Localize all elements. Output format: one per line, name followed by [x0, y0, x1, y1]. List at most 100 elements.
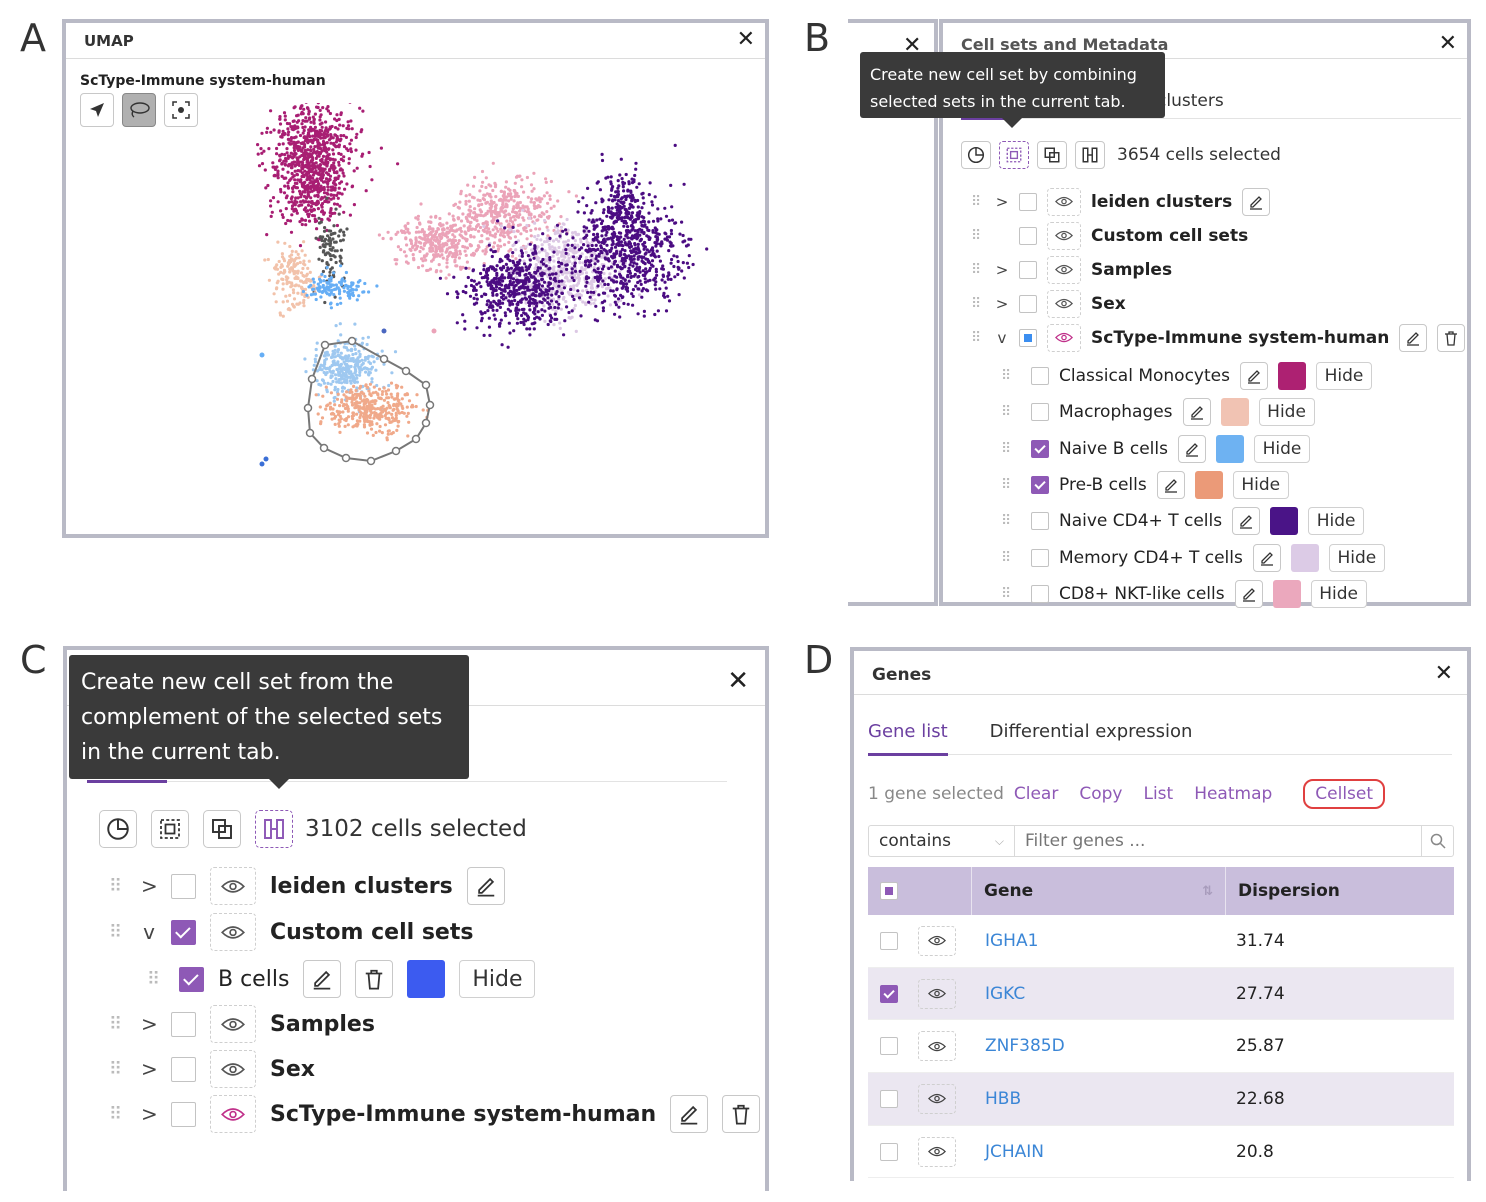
expand-toggle[interactable]: > [141, 1057, 158, 1081]
cellset-checkbox[interactable] [1031, 584, 1049, 603]
rename-button[interactable] [1232, 507, 1261, 536]
cellset-checkbox[interactable] [1031, 439, 1049, 458]
hide-button[interactable]: Hide [1258, 398, 1315, 427]
visibility-toggle[interactable] [918, 925, 956, 956]
visibility-toggle[interactable] [210, 913, 256, 951]
table-row[interactable]: IGKC 27.74 [868, 967, 1454, 1021]
gene-checkbox[interactable] [880, 931, 898, 950]
rename-button[interactable] [670, 1095, 709, 1133]
dispersion-column-header[interactable]: Dispersion [1238, 881, 1340, 901]
tab-gene-list[interactable]: Gene list [868, 721, 948, 742]
cellset-checkbox[interactable] [1031, 548, 1049, 567]
gene-checkbox[interactable] [880, 984, 898, 1003]
recenter-tool[interactable] [164, 93, 198, 127]
tab-differential-expression[interactable]: Differential expression [989, 721, 1193, 742]
rename-button[interactable] [1182, 398, 1211, 427]
drag-handle-icon[interactable]: ⠿ [1001, 368, 1013, 384]
color-swatch[interactable] [1290, 543, 1319, 572]
visibility-toggle[interactable] [1047, 290, 1081, 318]
visibility-toggle[interactable] [918, 1083, 956, 1114]
gene-checkbox[interactable] [880, 1142, 898, 1161]
select-all-checkbox[interactable] [880, 882, 898, 900]
expand-toggle[interactable]: > [141, 1102, 158, 1126]
filter-genes-input[interactable] [1015, 826, 1421, 856]
gene-link[interactable]: IGHA1 [985, 930, 1039, 951]
umap-scatterplot[interactable] [66, 103, 765, 533]
rename-button[interactable] [1399, 324, 1428, 352]
hide-button[interactable]: Hide [459, 960, 536, 998]
visibility-toggle[interactable] [1047, 188, 1081, 216]
cellset-checkbox[interactable] [171, 919, 196, 945]
expand-toggle[interactable]: > [141, 1012, 158, 1036]
close-icon[interactable]: ✕ [1438, 31, 1457, 56]
cellset-checkbox[interactable] [171, 1101, 196, 1127]
cellset-action[interactable]: Cellset [1303, 779, 1386, 809]
table-row[interactable]: IGHA1 31.74 [868, 915, 1454, 968]
drag-handle-icon[interactable]: ⠿ [1001, 476, 1013, 493]
expand-toggle[interactable]: > [995, 261, 1009, 279]
cellset-checkbox[interactable] [1031, 512, 1049, 531]
drag-handle-icon[interactable]: ⠿ [109, 875, 124, 897]
close-icon[interactable]: ✕ [903, 33, 922, 58]
color-swatch[interactable] [1270, 507, 1299, 536]
expand-toggle[interactable]: v [997, 329, 1007, 347]
gene-checkbox[interactable] [880, 1089, 898, 1108]
drag-handle-icon[interactable]: ⠿ [1001, 585, 1013, 602]
cellset-checkbox[interactable] [171, 873, 196, 899]
drag-handle-icon[interactable]: ⠿ [971, 330, 983, 346]
visibility-toggle[interactable] [210, 867, 256, 905]
expand-toggle[interactable]: > [141, 874, 158, 898]
cellset-checkbox[interactable] [1019, 329, 1037, 347]
cellset-checkbox[interactable] [171, 1056, 196, 1082]
gene-column-header[interactable]: Gene ⇅ [972, 867, 1226, 915]
intersection-button[interactable] [203, 810, 241, 848]
list-action[interactable]: List [1143, 784, 1174, 804]
union-button[interactable] [151, 810, 189, 848]
color-swatch[interactable] [1272, 579, 1301, 608]
rename-button[interactable] [303, 960, 342, 998]
table-row[interactable]: ZNF385D 25.87 [868, 1020, 1454, 1074]
complement-button[interactable] [1075, 141, 1105, 169]
tab-clusters[interactable]: clusters [1157, 91, 1224, 111]
union-button[interactable] [999, 141, 1029, 169]
visibility-toggle[interactable] [210, 1050, 256, 1088]
pie-chart-button[interactable] [99, 810, 137, 848]
drag-handle-icon[interactable]: ⠿ [971, 228, 983, 244]
gene-link[interactable]: ZNF385D [985, 1036, 1065, 1057]
cellset-checkbox[interactable] [1031, 367, 1049, 385]
drag-handle-icon[interactable]: ⠿ [971, 296, 983, 312]
expand-toggle[interactable]: > [995, 193, 1009, 211]
table-row[interactable]: HBB 22.68 [868, 1073, 1454, 1126]
color-swatch[interactable] [1277, 362, 1306, 390]
rename-button[interactable] [1242, 188, 1271, 216]
hide-button[interactable]: Hide [1308, 507, 1365, 536]
visibility-toggle[interactable] [1047, 256, 1081, 284]
delete-button[interactable] [355, 960, 394, 998]
drag-handle-icon[interactable]: ⠿ [109, 1013, 124, 1035]
search-button[interactable] [1421, 826, 1453, 856]
gene-link[interactable]: JCHAIN [985, 1141, 1045, 1162]
hide-button[interactable]: Hide [1253, 434, 1310, 463]
lasso-tool[interactable] [122, 93, 156, 127]
visibility-toggle[interactable] [918, 1031, 956, 1062]
table-row[interactable]: JCHAIN 20.8 [868, 1125, 1454, 1179]
drag-handle-icon[interactable]: ⠿ [971, 262, 983, 278]
rename-button[interactable] [1252, 543, 1281, 572]
delete-button[interactable] [722, 1095, 761, 1133]
close-icon[interactable]: ✕ [1434, 661, 1453, 686]
drag-handle-icon[interactable]: ⠿ [971, 194, 983, 210]
rename-button[interactable] [1239, 362, 1268, 390]
cellset-checkbox[interactable] [1031, 403, 1049, 422]
visibility-toggle[interactable] [918, 1136, 956, 1167]
drag-handle-icon[interactable]: ⠿ [147, 968, 162, 990]
visibility-toggle[interactable] [210, 1095, 256, 1133]
drag-handle-icon[interactable]: ⠿ [109, 921, 124, 943]
rename-button[interactable] [466, 867, 505, 905]
visibility-toggle[interactable] [918, 978, 956, 1009]
color-swatch[interactable] [1220, 398, 1249, 427]
gene-link[interactable]: HBB [985, 1088, 1022, 1109]
intersection-button[interactable] [1037, 141, 1067, 169]
visibility-toggle[interactable] [1047, 222, 1081, 250]
hide-button[interactable]: Hide [1315, 362, 1372, 390]
clear-action[interactable]: Clear [1013, 784, 1059, 804]
